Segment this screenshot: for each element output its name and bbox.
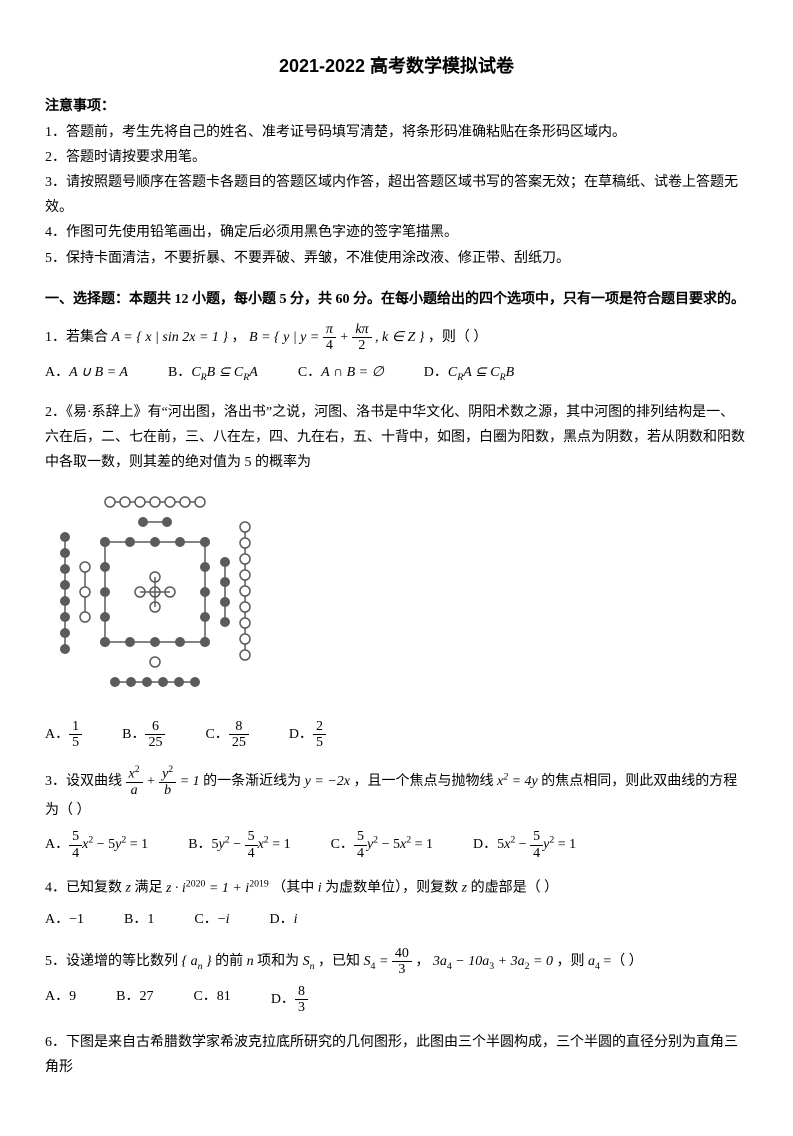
q1-opt-C: C．A ∩ B = ∅ [298, 360, 384, 386]
exam-title: 2021-2022 高考数学模拟试卷 [45, 50, 748, 82]
q4-opt-C: C．−i [194, 907, 229, 932]
question-2: 2．《易·系辞上》有“河出图，洛出书”之说，河图、洛书是中华文化、阴阳术数之源，… [45, 400, 748, 476]
q3-opt-D: D．5x2 − 54y2 = 1 [473, 829, 576, 861]
question-4: 4．已知复数 z 满足 z · i2020 = 1 + i2019 （其中 i … [45, 875, 748, 901]
q3-plus: + [146, 774, 159, 789]
q1-frac-pi4: π4 [323, 322, 336, 354]
q5-Sn: Sn [303, 954, 315, 969]
q5-options: A．9 B．27 C．81 D．83 [45, 984, 748, 1016]
q5-eq2: 3a4 − 10a3 + 3a2 = 0 [433, 954, 553, 969]
q4-mid: 满足 [134, 881, 166, 896]
section-1-head: 一、选择题：本题共 12 小题，每小题 5 分，共 60 分。在每小题给出的四个… [45, 287, 748, 312]
notice-item: 3．请按照题号顺序在答题卡各题目的答题区域内作答，超出答题区域书写的答案无效；在… [45, 170, 748, 220]
notice-head: 注意事项： [45, 94, 748, 119]
q5-cond: ， [415, 954, 429, 969]
q1-set-B: B = { y | y = [249, 330, 323, 345]
q4-post: （其中 [272, 881, 318, 896]
q3-opt-C: C．54y2 − 5x2 = 1 [331, 829, 433, 861]
q4-z: z [126, 881, 131, 896]
q5-cond2: ，则 [556, 954, 588, 969]
q2-opt-C: C．825 [205, 719, 248, 751]
q5-pre: 5．设递增的等比数列 [45, 954, 182, 969]
q1-stem-pre: 1．若集合 [45, 330, 112, 345]
q5-opt-A: A．9 [45, 984, 76, 1016]
notice-item: 1．答题前，考生先将自己的姓名、准考证号码填写清楚，将条形码准确粘贴在条形码区域… [45, 120, 748, 145]
q5-an: { an } [182, 954, 212, 969]
q4-i: i [318, 881, 322, 896]
q3-eq1: = 1 [180, 774, 200, 789]
q5-opt-D: D．83 [271, 984, 308, 1016]
q3-post: ，且一个焦点与抛物线 [353, 774, 497, 789]
q3-frac-y: y2b [159, 765, 176, 798]
q5-S4: S4 = [364, 954, 392, 969]
q4-end: 的虚部是（ ） [471, 881, 559, 896]
q3-opt-B: B．5y2 − 54x2 = 1 [188, 829, 290, 861]
q3-frac-x: x2a [126, 765, 143, 798]
q5-opt-C: C．81 [193, 984, 230, 1016]
q1-options: A．A ∪ B = A B．CRB ⊆ CRA C．A ∩ B = ∅ D．CR… [45, 360, 748, 386]
q2-opt-A: A．15 [45, 719, 82, 751]
q3-asym: y = −2x [305, 774, 350, 789]
q4-opt-B: B．1 [124, 907, 154, 932]
q5-a4: a4 [588, 954, 600, 969]
q2-opt-B: B．625 [122, 719, 165, 751]
q5-tail: ，已知 [318, 954, 364, 969]
q1-set-A: A = { x | sin 2x = 1 } [112, 330, 229, 345]
q4-pre: 4．已知复数 [45, 881, 126, 896]
question-5: 5．设递增的等比数列 { an } 的前 n 项和为 Sn ，已知 S4 = 4… [45, 946, 748, 978]
q4-options: A．−1 B．1 C．−i D．i [45, 907, 748, 932]
q1-opt-A: A．A ∪ B = A [45, 360, 128, 386]
q2-opt-D: D．25 [289, 719, 326, 751]
q3-opt-A: A．54x2 − 5y2 = 1 [45, 829, 148, 861]
question-3: 3．设双曲线 x2a + y2b = 1 的一条渐近线为 y = −2x ，且一… [45, 765, 748, 824]
q5-opt-B: B．27 [116, 984, 153, 1016]
q4-opt-A: A．−1 [45, 907, 84, 932]
q3-pre: 3．设双曲线 [45, 774, 126, 789]
q5-n: n [247, 954, 254, 969]
q1-set-B-tail: , k ∈ Z } [375, 330, 424, 345]
q3-mid: 的一条渐近线为 [203, 774, 305, 789]
q4-tail: 为虚数单位），则复数 [325, 881, 462, 896]
q1-opt-B: B．CRB ⊆ CRA [168, 360, 258, 386]
q2-options: A．15 B．625 C．825 D．25 [45, 719, 748, 751]
q4-eq: z · i2020 = 1 + i2019 [166, 881, 269, 896]
notice-item: 5．保持卡面清洁，不要折暴、不要弄破、弄皱，不准使用涂改液、修正带、刮纸刀。 [45, 246, 748, 271]
q5-end: =（ ） [603, 954, 642, 969]
question-6: 6．下图是来自古希腊数学家希波克拉底所研究的几何图形，此图由三个半圆构成，三个半… [45, 1030, 748, 1080]
notice-item: 4．作图可先使用铅笔画出，确定后必须用黑色字迹的签字笔描黑。 [45, 220, 748, 245]
q1-frac-kpi2: kπ2 [352, 322, 371, 354]
q3-parab: x2 = 4y [497, 774, 538, 789]
q1-plus: + [339, 330, 352, 345]
q1-opt-D: D．CRA ⊆ CRB [424, 360, 514, 386]
q5-mid: 的前 [215, 954, 247, 969]
notice-item: 2．答题时请按要求用笔。 [45, 145, 748, 170]
q5-post: 项和为 [257, 954, 303, 969]
hetu-figure [45, 482, 748, 711]
notice-block: 注意事项： 1．答题前，考生先将自己的姓名、准考证号码填写清楚，将条形码准确粘贴… [45, 94, 748, 270]
q1-stem-post: ，则（ ） [428, 330, 488, 345]
q3-options: A．54x2 − 5y2 = 1 B．5y2 − 54x2 = 1 C．54y2… [45, 829, 748, 861]
q1-comma: ， [232, 330, 250, 345]
question-1: 1．若集合 A = { x | sin 2x = 1 } ， B = { y |… [45, 322, 748, 354]
q4-opt-D: D．i [269, 907, 297, 932]
q4-z2: z [462, 881, 467, 896]
